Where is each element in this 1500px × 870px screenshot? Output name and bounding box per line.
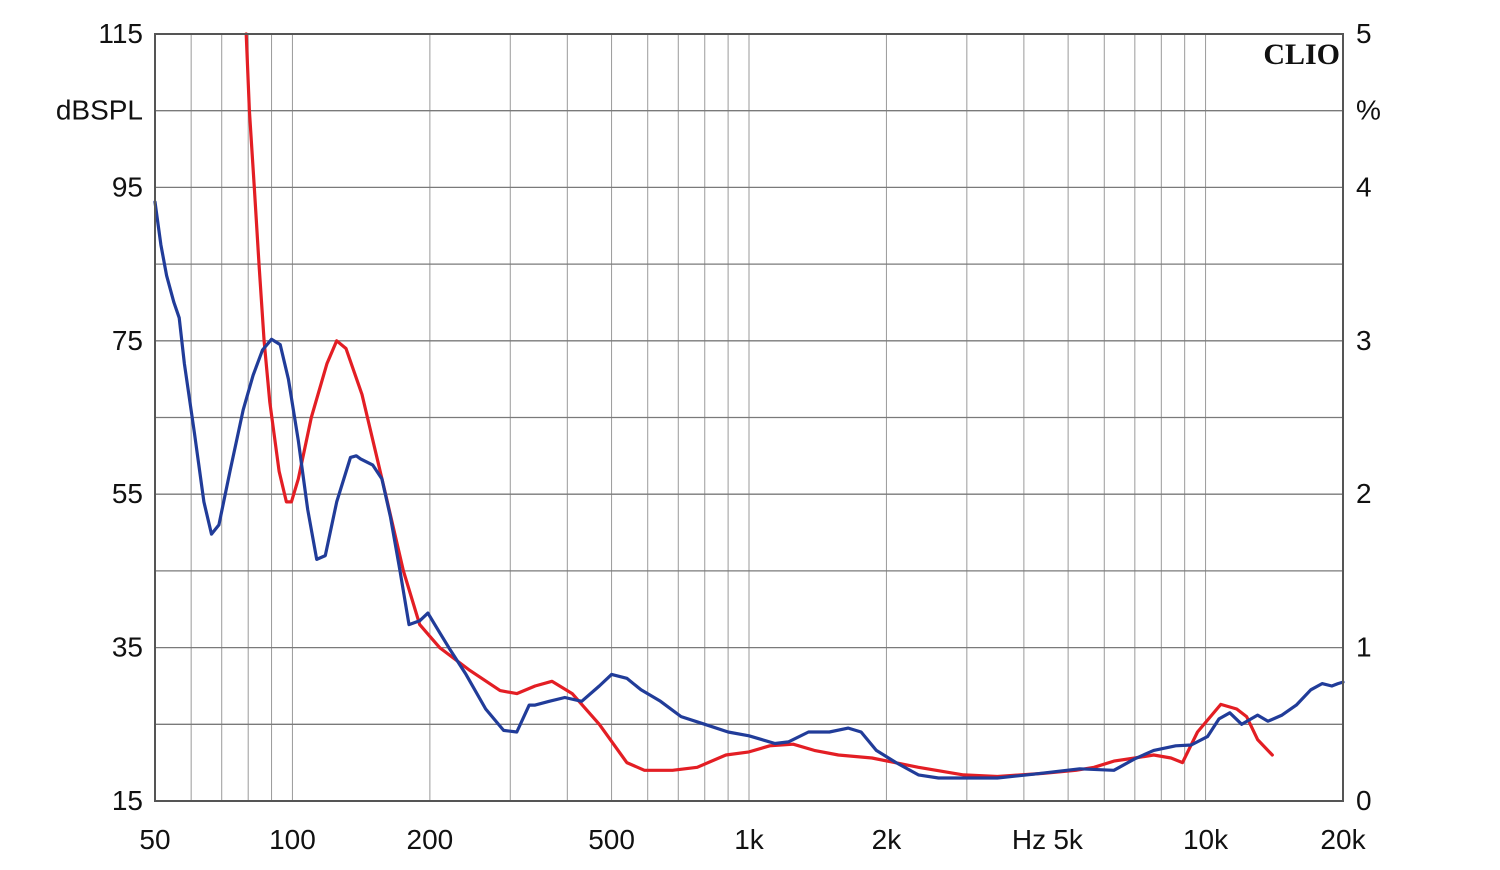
x-tick-label: 50 <box>139 824 170 855</box>
x-tick-label: 200 <box>407 824 454 855</box>
series-line-0 <box>244 32 1274 779</box>
series-lines <box>153 32 1345 780</box>
y-left-tick-label: 95 <box>112 171 143 202</box>
x-tick-label: 2k <box>872 824 903 855</box>
plot-frame <box>154 33 1344 802</box>
y-left-tick-label: 75 <box>112 325 143 356</box>
x-tick-label: 10k <box>1183 824 1229 855</box>
x-tick-label: 20k <box>1320 824 1366 855</box>
x-tick-label: 500 <box>588 824 635 855</box>
x-tick-label: 100 <box>269 824 316 855</box>
x-unit-label: Hz <box>1012 824 1046 855</box>
y-right-unit-label: % <box>1356 95 1381 126</box>
y-left-tick-label: 35 <box>112 632 143 663</box>
y-left-tick-label: 15 <box>112 785 143 816</box>
x-tick-label: 1k <box>734 824 765 855</box>
y-right-tick-label: 0 <box>1356 785 1372 816</box>
y-left-tick-label: 55 <box>112 478 143 509</box>
y-right-tick-label: 5 <box>1356 18 1372 49</box>
brand-logo-text: CLIO <box>1263 38 1340 71</box>
y-left-tick-label: 115 <box>98 18 143 49</box>
y-right-tick-label: 3 <box>1356 325 1372 356</box>
grid-lines <box>154 33 1344 802</box>
y-right-tick-label: 1 <box>1356 632 1372 663</box>
y-left-unit-label: dBSPL <box>56 95 143 126</box>
y-right-tick-label: 2 <box>1356 478 1372 509</box>
axis-labels: 115 95 75 55 35 15 dBSPL 5 4 3 2 1 0% 50 100 200 500 1k 2k… <box>56 18 1381 855</box>
y-right-tick-label: 4 <box>1356 171 1372 202</box>
x-tick-label: 5k <box>1053 824 1084 855</box>
series-line-1 <box>153 200 1345 780</box>
